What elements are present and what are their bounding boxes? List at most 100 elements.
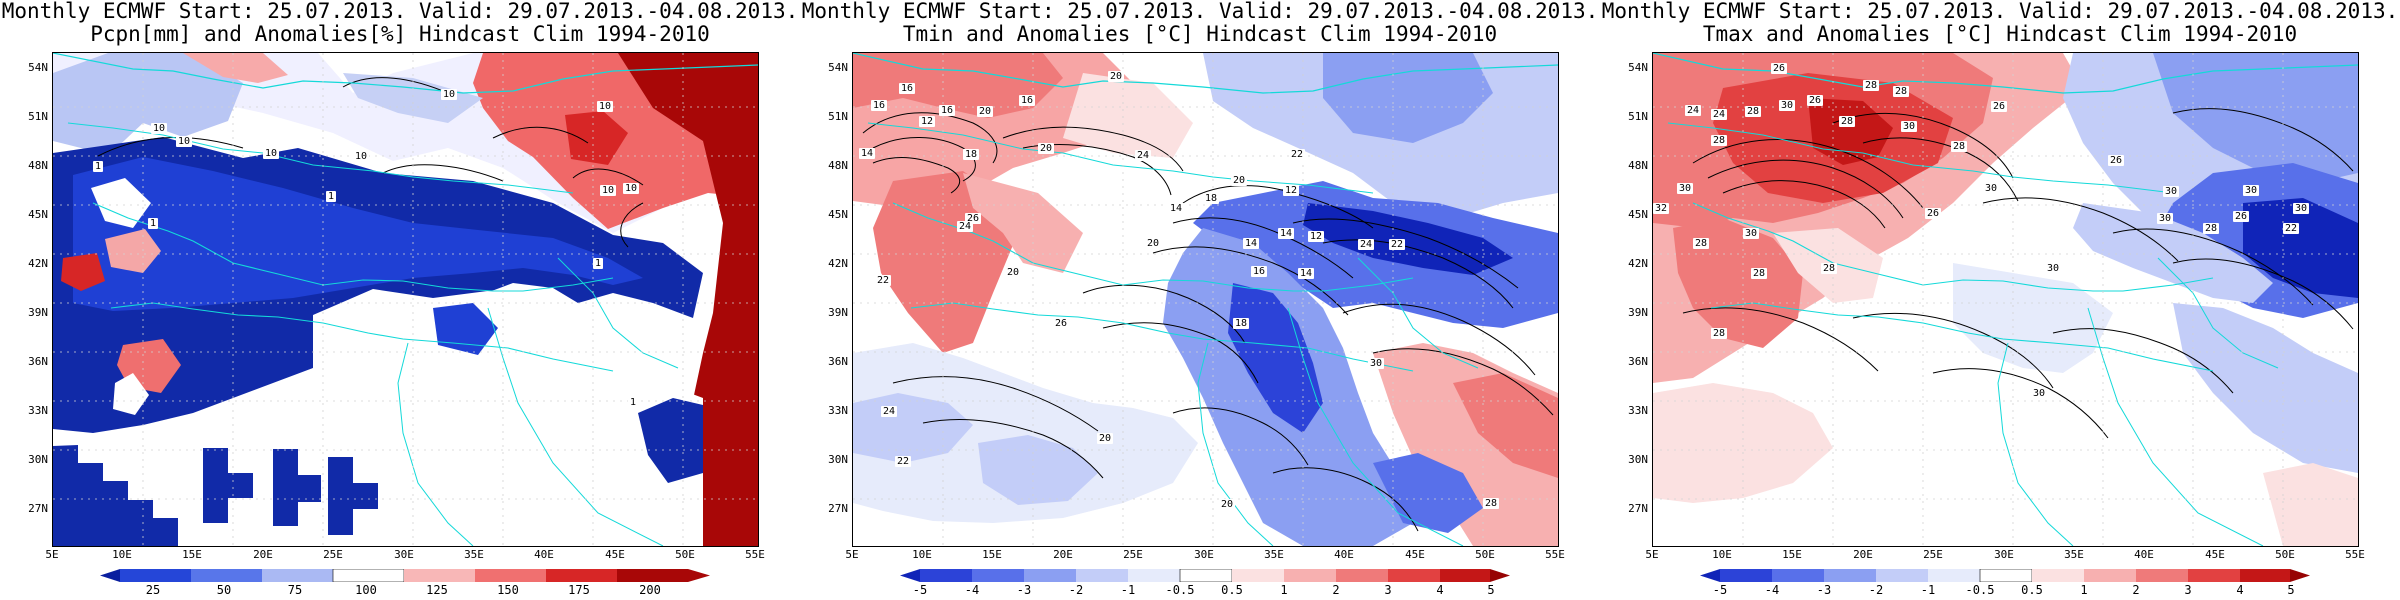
contour-label: 26 xyxy=(965,213,982,224)
precipitation-colorbar xyxy=(100,569,710,582)
panel-title-line-1: Monthly ECMWF Start: 25.07.2013. Valid: … xyxy=(801,0,1599,23)
colorbar-label: 5 xyxy=(1487,583,1495,597)
colorbar-label: -3 xyxy=(1016,583,1032,597)
colorbar-label: 75 xyxy=(287,583,303,597)
longitude-label: 45E xyxy=(1405,548,1425,561)
longitude-label: 5E xyxy=(45,548,59,561)
contour-label: 28 xyxy=(1693,238,1710,249)
latitude-label: 33N xyxy=(1628,404,1648,417)
longitude-label: 50E xyxy=(1475,548,1495,561)
contour-label: 24 xyxy=(957,221,974,232)
contour-label: 26 xyxy=(2233,211,2250,222)
contour-label: 1 xyxy=(148,218,159,229)
tmax-title: Monthly ECMWF Start: 25.07.2013. Valid: … xyxy=(1600,0,2400,52)
colorbar-label: -4 xyxy=(964,583,980,597)
contour-label: 1 xyxy=(628,397,639,408)
panel-title-line-2: Tmin and Anomalies [°C] Hindcast Clim 19… xyxy=(902,22,1498,46)
contour-label: 28 xyxy=(1951,141,1968,152)
contour-label: 28 xyxy=(1751,268,1768,279)
contour-label: 30 xyxy=(2163,186,2180,197)
latitude-label: 30N xyxy=(28,453,48,466)
contour-label: 24 xyxy=(881,406,898,417)
contour-label: 12 xyxy=(1283,185,1300,196)
longitude-label: 5E xyxy=(845,548,859,561)
contour-label: 20 xyxy=(977,106,994,117)
colorbar-label: -5 xyxy=(1712,583,1728,597)
contour-label: 28 xyxy=(2203,223,2220,234)
colorbar-label: 2 xyxy=(2132,583,2140,597)
latitude-label: 48N xyxy=(828,159,848,172)
contour-label: 20 xyxy=(1108,71,1125,82)
longitude-label: 40E xyxy=(1334,548,1354,561)
colorbar-label: -0.5 xyxy=(1165,583,1195,597)
longitude-label: 10E xyxy=(1712,548,1732,561)
tmax-panel: Monthly ECMWF Start: 25.07.2013. Valid: … xyxy=(1600,0,2400,600)
precipitation-map: 10 10 10 10 10 10 10 1 1 1 10 1 1 xyxy=(52,52,759,547)
contour-label: 26 xyxy=(1771,63,1788,74)
contour-label: 10 xyxy=(263,148,280,159)
longitude-label: 25E xyxy=(323,548,343,561)
contour-label: 28 xyxy=(1821,263,1838,274)
colorbar-label: -0.5 xyxy=(1965,583,1995,597)
contour-label: 26 xyxy=(2108,155,2125,166)
longitude-label: 20E xyxy=(253,548,273,561)
contour-label: 20 xyxy=(1097,433,1114,444)
colorbar-label: 4 xyxy=(2236,583,2244,597)
latitude-label: 36N xyxy=(28,355,48,368)
contour-label: 30 xyxy=(2157,213,2174,224)
colorbar-label: 0.5 xyxy=(1221,583,1243,597)
latitude-label: 51N xyxy=(828,110,848,123)
tmin-anomaly-field xyxy=(853,53,1558,546)
longitude-label: 15E xyxy=(982,548,1002,561)
latitude-label: 33N xyxy=(28,404,48,417)
colorbar-label: -1 xyxy=(1120,583,1136,597)
contour-label: 10 xyxy=(151,123,168,134)
colorbar-label: 200 xyxy=(639,583,661,597)
tmax-map: 26 28 28 26 24 24 28 30 28 30 28 26 26 3… xyxy=(1652,52,2359,547)
longitude-label: 15E xyxy=(182,548,202,561)
latitude-label: 36N xyxy=(1628,355,1648,368)
contour-label: 24 xyxy=(1685,105,1702,116)
longitude-label: 45E xyxy=(605,548,625,561)
contour-label: 16 xyxy=(899,83,916,94)
colorbar-label: -4 xyxy=(1764,583,1780,597)
latitude-label: 45N xyxy=(28,208,48,221)
contour-label: 20 xyxy=(1231,175,1248,186)
contour-label: 18 xyxy=(963,149,980,160)
latitude-label: 54N xyxy=(828,61,848,74)
contour-label: 20 xyxy=(1219,499,1236,510)
panel-title-line-1: Monthly ECMWF Start: 25.07.2013. Valid: … xyxy=(1,0,799,23)
contour-label: 22 xyxy=(2283,223,2300,234)
contour-label: 28 xyxy=(1839,116,1856,127)
colorbar-label: 100 xyxy=(355,583,377,597)
precipitation-title: Monthly ECMWF Start: 25.07.2013. Valid: … xyxy=(0,0,800,52)
latitude-label: 48N xyxy=(1628,159,1648,172)
contour-label: 16 xyxy=(1251,266,1268,277)
contour-label: 30 xyxy=(2045,263,2062,274)
panel-title-line-2: Pcpn[mm] and Anomalies[%] Hindcast Clim … xyxy=(90,22,710,46)
longitude-label: 30E xyxy=(394,548,414,561)
tmax-colorbar xyxy=(1700,569,2310,582)
colorbar-label: 175 xyxy=(568,583,590,597)
contour-label: 30 xyxy=(2243,185,2260,196)
latitude-label: 45N xyxy=(1628,208,1648,221)
contour-label: 16 xyxy=(1019,95,1036,106)
contour-label: 32 xyxy=(1653,203,1670,214)
longitude-label: 20E xyxy=(1053,548,1073,561)
contour-label: 30 xyxy=(1677,183,1694,194)
precipitation-anomaly-field xyxy=(53,53,758,546)
longitude-label: 50E xyxy=(2275,548,2295,561)
colorbar-label: 0.5 xyxy=(2021,583,2043,597)
contour-label: 14 xyxy=(1278,228,1295,239)
colorbar-label: 150 xyxy=(497,583,519,597)
latitude-label: 54N xyxy=(1628,61,1648,74)
colorbar-label: 25 xyxy=(145,583,161,597)
longitude-label: 30E xyxy=(1994,548,2014,561)
contour-label: 14 xyxy=(859,148,876,159)
contour-label: 26 xyxy=(1807,95,1824,106)
contour-label: 30 xyxy=(2031,388,2048,399)
colorbar-label: -2 xyxy=(1068,583,1084,597)
latitude-label: 54N xyxy=(28,61,48,74)
longitude-label: 40E xyxy=(2134,548,2154,561)
longitude-label: 35E xyxy=(2064,548,2084,561)
